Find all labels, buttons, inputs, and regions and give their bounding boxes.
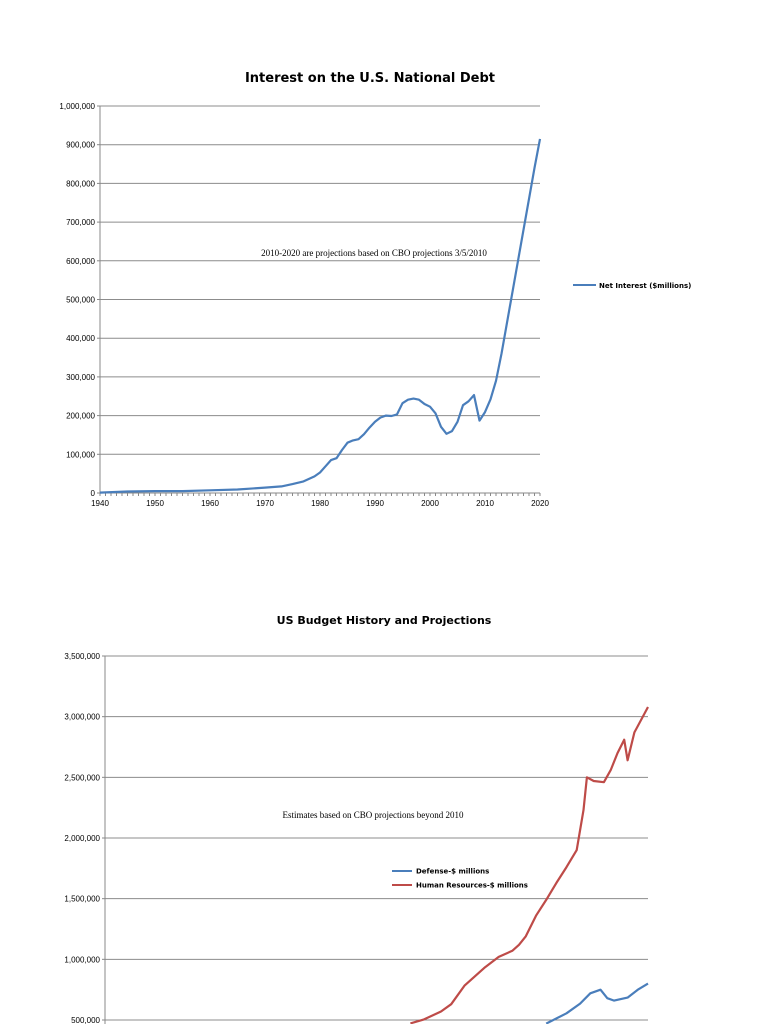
y-tick-label: 400,000 (66, 334, 95, 343)
y-tick-label: 800,000 (66, 179, 95, 188)
x-tick-label: 1970 (256, 499, 274, 508)
legend-label-human-resources: Human Resources-$ millions (416, 882, 528, 890)
y-tick-label: 1,000,000 (64, 955, 100, 964)
y-tick-label: 500,000 (71, 1016, 100, 1024)
x-tick-label: 2020 (531, 499, 549, 508)
y-tick-label: 2,000,000 (64, 834, 100, 843)
x-tick-label: 1960 (201, 499, 219, 508)
y-tick-label: 3,000,000 (64, 713, 100, 722)
chart1-title: Interest on the U.S. National Debt (245, 71, 495, 86)
chart2-title: US Budget History and Projections (277, 614, 492, 627)
y-tick-label: 2,500,000 (64, 773, 100, 782)
y-tick-label: 1,000,000 (59, 102, 95, 111)
y-tick-label: 900,000 (66, 141, 95, 150)
x-tick-label: 2000 (421, 499, 439, 508)
y-tick-label: 0 (91, 489, 96, 498)
x-tick-label: 1950 (146, 499, 164, 508)
x-tick-label: 1990 (366, 499, 384, 508)
chart2-annotation: Estimates based on CBO projections beyon… (283, 810, 464, 820)
y-tick-label: 600,000 (66, 257, 95, 266)
series-line-net-interest-millions- (99, 138, 542, 494)
x-tick-label: 2010 (476, 499, 494, 508)
x-tick-label: 1940 (91, 499, 109, 508)
legend-label-net-interest: Net Interest ($millions) (599, 282, 691, 290)
legend-label-defense: Defense-$ millions (416, 868, 489, 876)
y-tick-label: 1,500,000 (64, 895, 100, 904)
y-tick-label: 100,000 (66, 450, 95, 459)
y-tick-label: 500,000 (66, 296, 95, 305)
chart1-annotation: 2010-2020 are projections based on CBO p… (261, 248, 487, 258)
y-tick-label: 300,000 (66, 373, 95, 382)
series-line-defense-millions (545, 982, 649, 1024)
y-tick-label: 3,500,000 (64, 652, 100, 661)
chart-interest: Interest on the U.S. National Debt 0 100,… (59, 71, 691, 508)
y-tick-label: 700,000 (66, 218, 95, 227)
x-tick-label: 1980 (311, 499, 329, 508)
series-line-human-resources-millions (410, 706, 649, 1024)
chart-budget: US Budget History and Projections 500,00… (64, 614, 649, 1024)
y-tick-label: 200,000 (66, 412, 95, 421)
